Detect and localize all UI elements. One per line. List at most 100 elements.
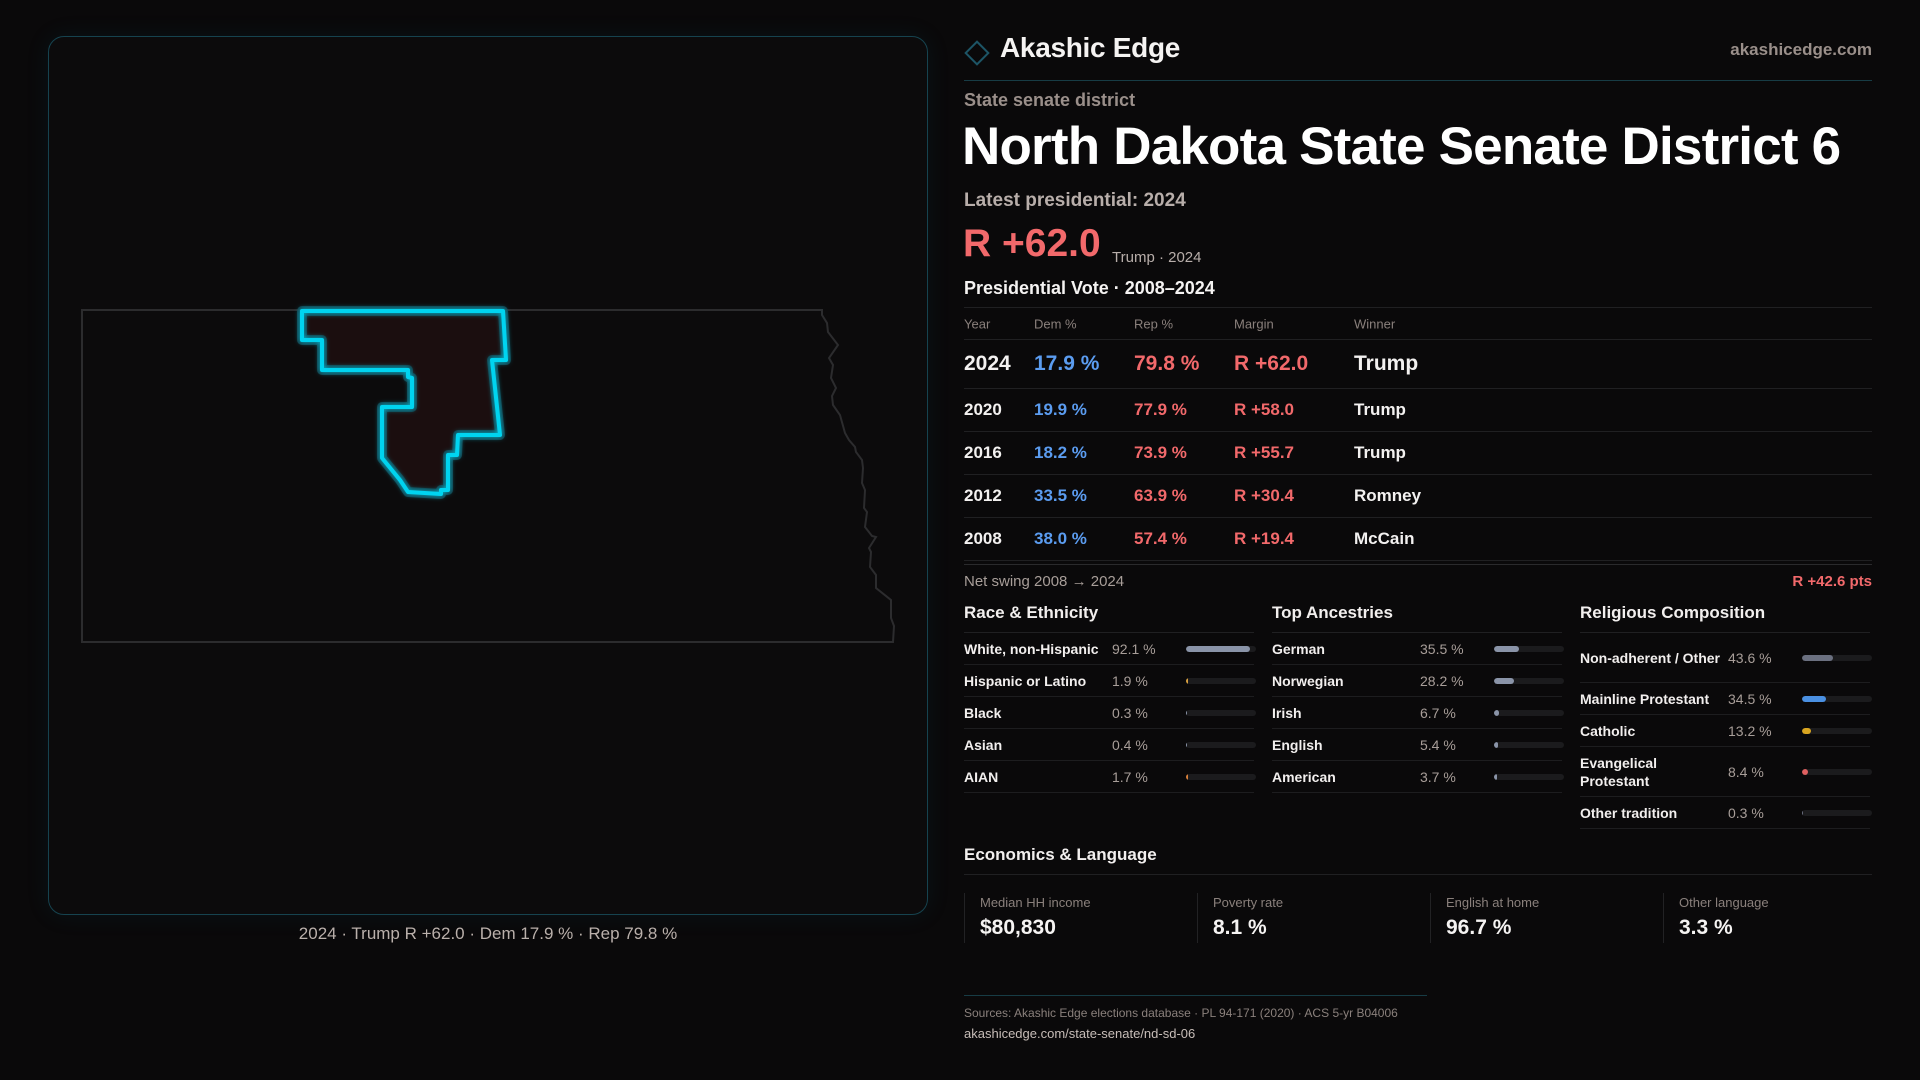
item-value: 34.5 %: [1728, 690, 1772, 707]
item-value: 28.2 %: [1420, 672, 1464, 689]
item-value: 6.7 %: [1420, 704, 1456, 721]
item-value: 13.2 %: [1728, 722, 1772, 739]
item-value: 8.4 %: [1728, 763, 1764, 780]
header-divider: [964, 80, 1872, 81]
percent-bar-fill: [1494, 709, 1499, 716]
list-item: Norwegian 28.2 %: [1272, 665, 1564, 697]
table-header: Year Dem % Rep % Margin Winner: [964, 308, 1872, 339]
item-value: 0.3 %: [1728, 804, 1764, 821]
headline-margin: R +62.0: [963, 222, 1101, 265]
winner-cell: Trump: [1354, 400, 1406, 419]
item-label: Asian: [964, 736, 1003, 753]
percent-bar-fill: [1802, 654, 1833, 661]
table-row: 2008 38.0 % 57.4 % R +19.4 McCain: [964, 518, 1872, 560]
brand-name: Akashic Edge: [1000, 32, 1181, 63]
stat-card-other-language: Other language 3.3 %: [1663, 893, 1896, 943]
margin-cell: R +58.0: [1234, 400, 1295, 419]
dem-cell: 38.0 %: [1034, 529, 1087, 548]
list-item: American 3.7 %: [1272, 761, 1564, 793]
percent-bar: [1802, 809, 1872, 816]
divider: [964, 874, 1872, 875]
sources-text: Sources: Akashic Edge elections database…: [964, 1006, 1398, 1020]
race-title: Race & Ethnicity: [964, 602, 1254, 633]
percent-bar: [1186, 773, 1256, 780]
list-item: Hispanic or Latino 1.9 %: [964, 665, 1256, 697]
item-label: AIAN: [964, 768, 999, 785]
winner-cell: McCain: [1354, 529, 1415, 548]
page-url-link[interactable]: akashicedge.com/state-senate/nd-sd-06: [964, 1026, 1196, 1041]
item-label: Mainline Protestant: [1580, 690, 1710, 707]
map-panel: [48, 36, 928, 915]
dem-cell: 17.9 %: [1034, 352, 1100, 375]
item-label: Evangelical Protestant: [1580, 754, 1658, 789]
table-row: 2024 17.9 % 79.8 % R +62.0 Trump: [964, 340, 1872, 388]
item-value: 1.9 %: [1112, 672, 1148, 689]
item-label: Non-adherent / Other: [1580, 649, 1721, 666]
col-winner: Winner: [1354, 316, 1396, 331]
headline-winner: Trump · 2024: [1112, 249, 1202, 266]
percent-bar-fill: [1802, 768, 1808, 775]
item-value: 0.4 %: [1112, 736, 1148, 753]
item-value: 35.5 %: [1420, 640, 1464, 657]
table-row: 2016 18.2 % 73.9 % R +55.7 Trump: [964, 432, 1872, 474]
presidential-vote-title: Presidential Vote · 2008–2024: [964, 278, 1215, 298]
year-cell: 2020: [964, 400, 1002, 419]
dem-cell: 19.9 %: [1034, 400, 1087, 419]
presidential-table: Year Dem % Rep % Margin Winner 2024 17.9 …: [964, 307, 1872, 561]
item-value: 3.7 %: [1420, 768, 1456, 785]
divider: [964, 474, 1872, 475]
percent-bar: [1494, 773, 1564, 780]
item-label: Black: [964, 704, 1002, 721]
percent-bar-fill: [1494, 741, 1498, 748]
table-row: 2020 19.9 % 77.9 % R +58.0 Trump: [964, 389, 1872, 431]
percent-bar: [1186, 677, 1256, 684]
percent-bar: [1494, 709, 1564, 716]
stat-label: Median HH income: [980, 895, 1091, 910]
item-label: Hispanic or Latino: [964, 672, 1087, 689]
religion-title: Religious Composition: [1580, 602, 1870, 633]
ancestry-title: Top Ancestries: [1272, 602, 1562, 633]
percent-bar: [1802, 768, 1872, 775]
stat-value: 96.7 %: [1446, 916, 1512, 939]
list-item: AIAN 1.7 %: [964, 761, 1256, 793]
stat-value: $80,830: [980, 916, 1056, 939]
rep-cell: 77.9 %: [1134, 400, 1187, 419]
percent-bar: [1494, 645, 1564, 652]
item-label: Other tradition: [1580, 804, 1678, 821]
divider: [964, 388, 1872, 389]
percent-bar-fill: [1802, 727, 1812, 734]
map-caption: 2024 · Trump R +62.0 · Dem 17.9 % · Rep …: [298, 924, 678, 943]
religion-panel: Religious Composition Non-adherent / Oth…: [1580, 602, 1872, 829]
percent-bar: [1802, 727, 1872, 734]
stat-card-english: English at home 96.7 %: [1430, 893, 1663, 943]
divider: [964, 560, 1872, 561]
net-swing-value: R +42.6 pts: [1792, 573, 1872, 590]
percent-bar: [1494, 741, 1564, 748]
margin-cell: R +62.0: [1234, 352, 1309, 375]
percent-bar-fill: [1186, 645, 1251, 652]
percent-bar-fill: [1802, 695, 1827, 702]
race-panel: Race & Ethnicity White, non-Hispanic 92.1…: [964, 602, 1256, 793]
footer-divider: [964, 995, 1427, 996]
rep-cell: 57.4 %: [1134, 529, 1187, 548]
percent-bar: [1186, 741, 1256, 748]
list-item: Irish 6.7 %: [1272, 697, 1564, 729]
site-link[interactable]: akashicedge.com: [1730, 40, 1872, 59]
divider: [964, 431, 1872, 432]
divider: [964, 339, 1872, 340]
page-title: North Dakota State Senate District 6: [962, 117, 1841, 176]
economics-cards: Median HH income $80,830 Poverty rate 8.…: [964, 893, 1896, 943]
margin-cell: R +30.4: [1234, 486, 1295, 505]
winner-cell: Trump: [1354, 352, 1419, 375]
percent-bar: [1802, 695, 1872, 702]
item-label: German: [1272, 640, 1325, 657]
stat-label: English at home: [1446, 895, 1540, 910]
year-cell: 2008: [964, 529, 1002, 548]
list-item: White, non-Hispanic 92.1 %: [964, 633, 1256, 665]
latest-presidential: Latest presidential: 2024: [964, 190, 1186, 211]
list-item: German 35.5 %: [1272, 633, 1564, 665]
district-type: State senate district: [964, 90, 1136, 110]
rep-cell: 79.8 %: [1134, 352, 1200, 375]
winner-cell: Romney: [1354, 486, 1422, 505]
list-item: Evangelical Protestant 8.4 %: [1580, 747, 1872, 797]
